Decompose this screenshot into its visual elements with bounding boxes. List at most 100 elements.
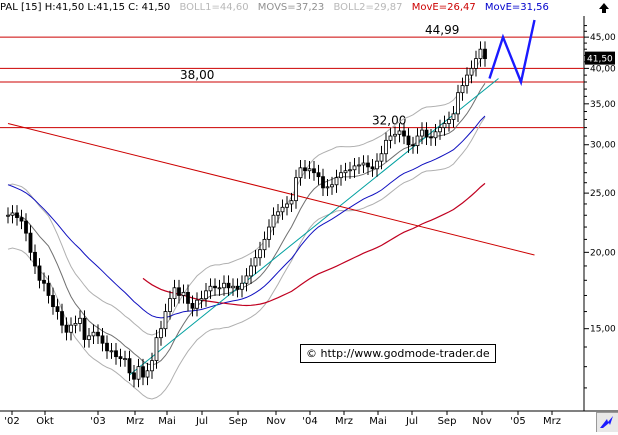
candle-body — [213, 285, 217, 289]
candle-body — [384, 139, 388, 155]
candle-body — [136, 366, 141, 380]
candle-body — [240, 282, 244, 290]
x-tick-label: Sep — [438, 416, 457, 427]
candle-body — [280, 206, 285, 213]
last-value-label: 41,50 — [587, 55, 613, 65]
candle-body — [19, 217, 24, 222]
boll2-readout: BOLL2=29,87 — [333, 2, 403, 13]
candle-body — [145, 370, 150, 378]
x-tick-label: Okt — [36, 416, 54, 427]
candle-body — [460, 85, 465, 94]
copyright-watermark: © http://www.godmode-trader.de — [300, 344, 496, 363]
level-annotation: 38,00 — [180, 68, 214, 82]
up-arrow-icon[interactable] — [598, 2, 610, 14]
candle-body — [312, 168, 316, 174]
candle-body — [303, 167, 307, 172]
candle-body — [334, 177, 339, 186]
candle-body — [294, 177, 298, 202]
candle-body — [429, 136, 433, 139]
candle-body — [465, 74, 469, 86]
bollinger-upper — [7, 52, 486, 336]
candle-body — [307, 168, 312, 172]
candle-body — [37, 265, 42, 281]
movs-readout: MOVS=37,23 — [257, 2, 325, 13]
candle-body — [456, 92, 460, 115]
candle-body — [285, 203, 289, 208]
candle-body — [348, 169, 352, 172]
candle-body — [96, 331, 100, 337]
candle-body — [181, 291, 186, 296]
last-value-box — [585, 51, 615, 65]
candle-body — [109, 350, 114, 353]
x-tick-label: Mrz — [126, 416, 144, 427]
candle-body — [127, 358, 132, 374]
x-tick-label: Mrz — [543, 416, 561, 427]
candle-body — [105, 342, 109, 352]
candle-body — [163, 311, 168, 330]
candle-body — [357, 164, 361, 167]
candle-body — [379, 153, 384, 162]
candle-body — [204, 290, 208, 300]
candle-body — [141, 366, 145, 378]
bollinger-lower — [7, 116, 486, 400]
candle-body — [51, 295, 55, 308]
y-tick-label: 40,00 — [590, 64, 616, 74]
candle-body — [100, 335, 105, 344]
candle-body — [316, 172, 321, 178]
plot-background — [0, 16, 618, 432]
projection-path — [488, 19, 536, 87]
x-tick-label: Sep — [229, 416, 248, 427]
candle-body — [433, 131, 438, 139]
candle-body — [78, 317, 82, 324]
x-tick-label: Mai — [369, 416, 387, 427]
y-tick-label: 30,00 — [590, 141, 616, 151]
indicator-header: PAL [15] H:41,50 L:41,15 C: 41,50 BOLL1=… — [0, 0, 618, 16]
candle-body — [262, 238, 267, 251]
candle-body — [276, 211, 280, 216]
candle-body — [190, 302, 195, 309]
x-tick-label: '03 — [90, 416, 105, 427]
candle-body — [10, 212, 15, 216]
x-tick-label: Jul — [195, 416, 208, 427]
candle-body — [199, 298, 204, 301]
candle-body — [64, 324, 69, 333]
candle-body — [73, 323, 78, 326]
candle-body — [222, 282, 226, 289]
candle-body — [474, 58, 478, 69]
candle-body — [159, 328, 163, 339]
candle-body — [55, 306, 60, 312]
candle-body — [91, 331, 96, 337]
candle-body — [424, 129, 429, 138]
candle-body — [231, 285, 235, 289]
candle-body — [177, 287, 181, 296]
candle-body — [208, 285, 213, 292]
y-tick-label: 15,00 — [590, 325, 616, 335]
candle-body — [6, 214, 10, 217]
candle-body — [267, 226, 271, 240]
candle-body — [123, 358, 127, 361]
candle-body — [339, 172, 343, 179]
candle-body — [352, 165, 357, 171]
candle-body — [244, 275, 249, 284]
candle-body — [361, 162, 366, 166]
candle-body — [343, 170, 348, 174]
chart-nav-icon — [600, 416, 613, 428]
x-tick-label: Jul — [405, 416, 418, 427]
x-tick-label: '05 — [510, 416, 525, 427]
candle-body — [150, 360, 154, 372]
candle-body — [15, 212, 19, 218]
candle-body — [217, 287, 222, 290]
chart-nav-button[interactable] — [596, 412, 618, 432]
candle-body — [321, 176, 325, 189]
candle-body — [415, 135, 420, 147]
candle-body — [118, 356, 123, 360]
candle-body — [42, 279, 46, 284]
candle-body — [289, 200, 294, 205]
candle-body — [370, 166, 375, 170]
candle-body — [438, 127, 442, 133]
x-tick-label: Nov — [472, 416, 492, 427]
candle-body — [483, 48, 487, 60]
y-tick-label: 25,00 — [590, 189, 616, 199]
candle-body — [33, 251, 37, 267]
candle-body — [393, 133, 397, 137]
